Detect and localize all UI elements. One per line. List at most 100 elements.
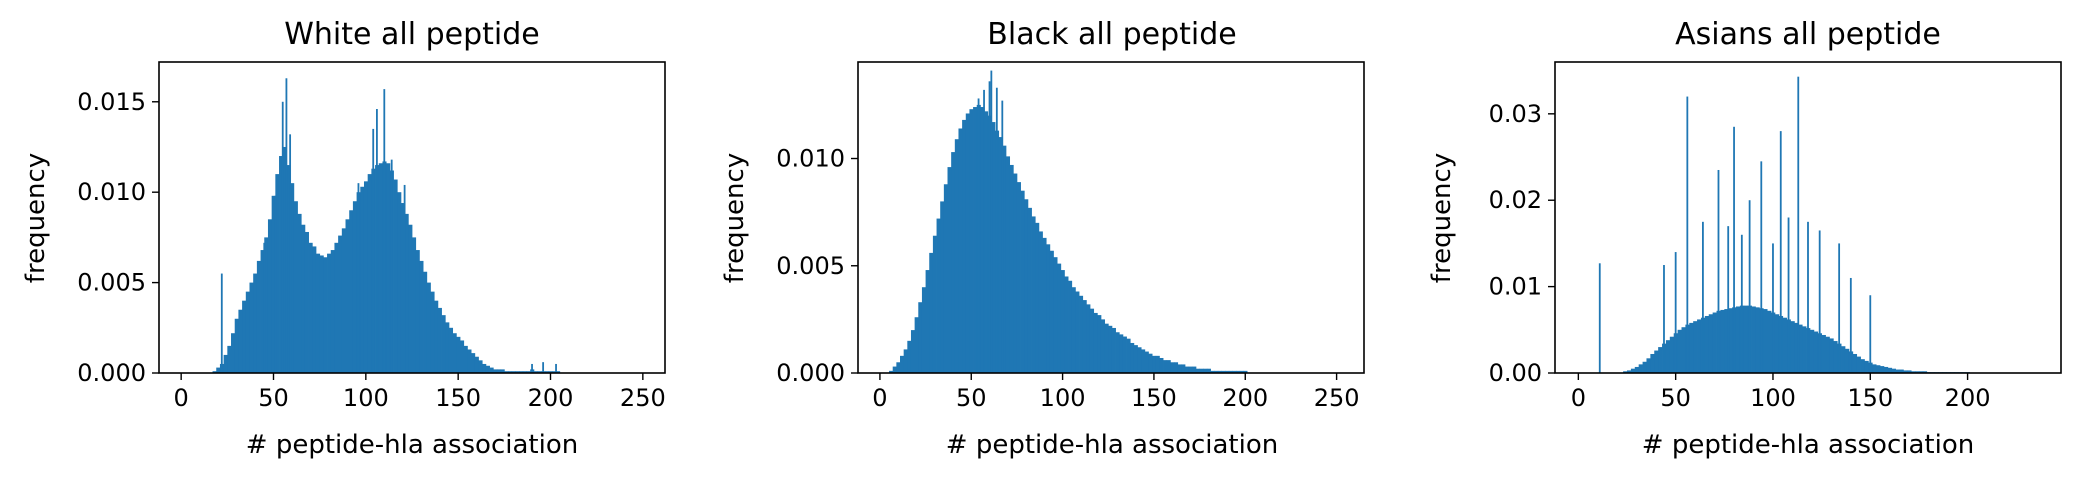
histogram-bar <box>271 195 276 373</box>
histogram-bar <box>1809 329 1815 373</box>
histogram-bar <box>267 219 273 373</box>
histogram-bar <box>1166 360 1171 373</box>
histogram-spike <box>1807 221 1809 373</box>
histogram-bar <box>910 330 916 373</box>
histogram-bar <box>441 315 446 373</box>
histogram-bar <box>315 253 321 373</box>
histogram-bar <box>1031 216 1036 373</box>
bars-asians <box>1598 76 1970 373</box>
histogram-bar <box>482 363 487 373</box>
histogram-spike <box>531 363 533 373</box>
histogram-bar <box>1774 314 1780 373</box>
histogram-bar <box>1097 315 1102 373</box>
histogram-bar <box>973 107 978 373</box>
histogram-bar <box>1119 334 1124 373</box>
histogram-bar <box>460 340 465 373</box>
histogram-spike <box>1838 243 1841 373</box>
histogram-bar <box>1841 346 1846 373</box>
histogram-bar <box>290 183 295 373</box>
panel-title: Asians all peptide <box>1675 17 1941 52</box>
histogram-bar <box>400 203 406 373</box>
histogram-bar <box>1720 309 1725 373</box>
histogram-bar <box>393 179 398 373</box>
histogram-bar <box>308 242 313 373</box>
histogram-bar <box>474 356 479 373</box>
histogram-bar <box>929 252 934 373</box>
x-tick-label: 0 <box>872 384 887 412</box>
histogram-bar <box>1627 370 1632 373</box>
histogram-spike <box>1869 295 1872 373</box>
histogram-bar <box>1907 370 1912 373</box>
histogram-spike <box>983 89 985 373</box>
histogram-bar <box>1724 309 1729 373</box>
histogram-spike <box>1748 200 1751 373</box>
y-tick-label: 0.000 <box>776 359 845 387</box>
histogram-bar <box>1148 353 1153 373</box>
histogram-bar <box>526 371 531 373</box>
histogram-bar <box>522 371 527 373</box>
histogram-bar <box>1108 325 1113 373</box>
histogram-bar <box>980 107 985 373</box>
panel-asians: Asians all peptide frequency # peptide-h… <box>1427 17 2062 460</box>
histogram-bar <box>456 336 461 373</box>
y-ticks: 0.00 0.01 0.02 0.03 <box>1489 100 1555 387</box>
histogram-spike <box>1001 100 1004 374</box>
histogram-bar <box>1013 173 1018 373</box>
y-axis-label: frequency <box>21 153 51 283</box>
x-tick-label: 250 <box>620 384 666 412</box>
histogram-bar <box>327 253 332 373</box>
histogram-bar <box>1883 366 1889 373</box>
histogram-bar <box>1638 364 1643 373</box>
histogram-bar <box>1079 295 1084 373</box>
histogram-bar <box>1053 257 1058 373</box>
histogram-bar <box>1654 350 1659 373</box>
histogram-spike <box>383 89 386 374</box>
histogram-bar <box>1027 207 1032 373</box>
x-ticks: 0 50 100 150 200 250 <box>872 373 1360 412</box>
histogram-bar <box>1225 370 1230 373</box>
histogram-bar <box>1177 364 1182 373</box>
histogram-bar <box>1221 370 1226 373</box>
histogram-bar <box>1642 361 1647 373</box>
histogram-bar <box>1860 359 1865 373</box>
histogram-bar <box>279 156 284 373</box>
histogram-bar <box>1915 371 1920 373</box>
histogram-bar <box>1075 291 1080 373</box>
histogram-bar <box>352 201 357 373</box>
histogram-spike <box>1733 126 1735 373</box>
histogram-bar <box>404 213 409 373</box>
histogram-bar <box>496 369 502 373</box>
histogram-bar <box>1009 164 1014 373</box>
y-tick-label: 0.010 <box>776 145 845 173</box>
histogram-bar <box>1137 347 1142 373</box>
histogram-bar <box>1704 315 1710 373</box>
histogram-bar <box>1833 341 1838 373</box>
histogram-bar <box>341 228 346 373</box>
histogram-bar <box>1743 305 1749 373</box>
histogram-bar <box>415 250 420 373</box>
histogram-bar <box>301 224 306 373</box>
histogram-bar <box>896 362 901 373</box>
histogram-bar <box>463 345 468 373</box>
histogram-bar <box>965 113 970 373</box>
y-axis-label: frequency <box>1427 153 1457 283</box>
y-tick-label: 0.005 <box>77 269 146 297</box>
histogram-bar <box>1016 182 1021 373</box>
histogram-bar <box>249 282 254 373</box>
histogram-bar <box>282 146 287 373</box>
histogram-bar <box>984 111 989 373</box>
histogram-spike <box>281 101 284 373</box>
histogram-bar <box>552 371 557 373</box>
x-tick-label: 200 <box>1945 384 1991 412</box>
histogram-bar <box>1876 365 1881 373</box>
histogram-bar <box>1844 348 1850 373</box>
histogram-bar <box>426 282 431 373</box>
histogram-bar <box>1046 244 1051 373</box>
histogram-bar <box>918 302 923 373</box>
x-axis-label: # peptide-hla association <box>946 430 1278 460</box>
histogram-bar <box>998 137 1003 373</box>
histogram-bar <box>1020 190 1025 373</box>
histogram-bar <box>234 318 239 373</box>
histogram-bar <box>1630 368 1636 373</box>
x-tick-label: 100 <box>343 384 389 412</box>
